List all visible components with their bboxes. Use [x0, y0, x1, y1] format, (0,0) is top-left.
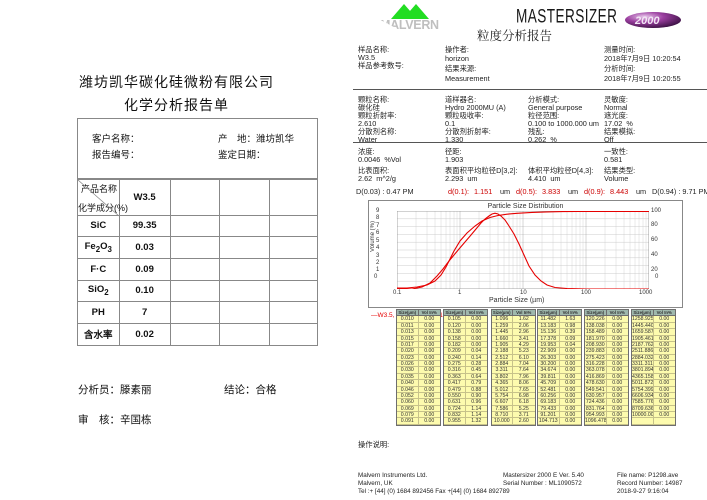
svg-text:2000: 2000	[634, 15, 660, 27]
